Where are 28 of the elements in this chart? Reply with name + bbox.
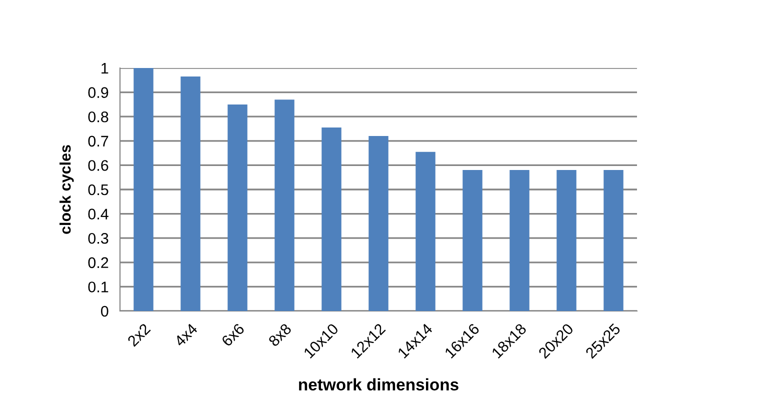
y-tick-label: 0.1 xyxy=(88,282,108,292)
bar xyxy=(510,170,530,311)
y-tick-label: 0.3 xyxy=(88,232,108,244)
y-tick-label: 0.4 xyxy=(88,208,108,220)
x-axis-title: network dimensions xyxy=(299,378,458,391)
bar xyxy=(228,104,248,311)
y-tick-label: 0.8 xyxy=(88,111,108,122)
bar xyxy=(556,170,576,311)
y-tick-label: 1 xyxy=(102,63,108,74)
y-tick-label: 0.5 xyxy=(88,184,108,196)
x-tick-label: 6x6 xyxy=(220,322,245,347)
bar xyxy=(604,170,624,311)
x-tick-label: 8x8 xyxy=(268,322,292,347)
bar xyxy=(462,170,482,311)
x-tick-label: 2x2 xyxy=(126,322,151,347)
y-axis-title: clock cycles xyxy=(60,145,74,234)
y-tick-label: 0.9 xyxy=(88,87,108,98)
y-tick-label: 0.2 xyxy=(88,257,108,268)
bar xyxy=(180,76,200,311)
bar xyxy=(416,152,436,311)
y-tick-label: 0.6 xyxy=(88,160,108,171)
bar xyxy=(274,100,294,311)
bar xyxy=(322,128,342,311)
y-tick-label: 0.7 xyxy=(88,136,108,147)
x-tick-label: 4x4 xyxy=(174,322,198,348)
bar xyxy=(134,68,154,311)
y-tick-label: 0 xyxy=(100,306,108,317)
bar xyxy=(368,136,388,311)
